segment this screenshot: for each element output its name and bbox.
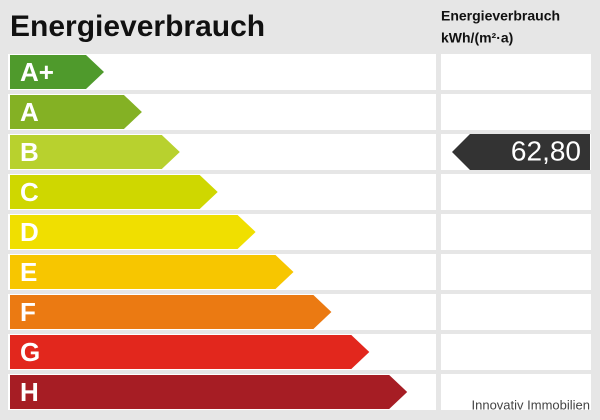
column-header: Energieverbrauch [441,8,560,24]
title: Energieverbrauch [10,10,265,43]
class-arrow [10,95,142,129]
value-label: 62,80 [511,135,581,166]
class-label: A [20,97,39,127]
class-label: H [20,377,39,407]
class-label: F [20,297,36,327]
value-cell [441,374,591,410]
class-arrow [10,215,256,249]
value-cell [441,54,591,90]
class-label: B [20,137,39,167]
value-cell [441,294,591,330]
footer: Innovativ Immobilien [472,397,591,412]
class-label: D [20,217,39,247]
class-arrow [10,295,332,329]
class-arrow [10,55,104,89]
column-unit: kWh/(m²·a) [441,30,513,46]
class-arrow [10,135,180,169]
class-label: C [20,177,39,207]
value-cell [441,174,591,210]
class-label: A+ [20,57,54,87]
class-arrow [10,175,218,209]
class-arrow [10,375,408,409]
value-cell [441,214,591,250]
class-arrow [10,255,294,289]
value-cell [441,254,591,290]
class-label: G [20,337,40,367]
value-cell [441,334,591,370]
value-arrow [452,134,590,170]
class-label: E [20,257,37,287]
class-arrow [10,335,370,369]
value-cell [441,94,591,130]
